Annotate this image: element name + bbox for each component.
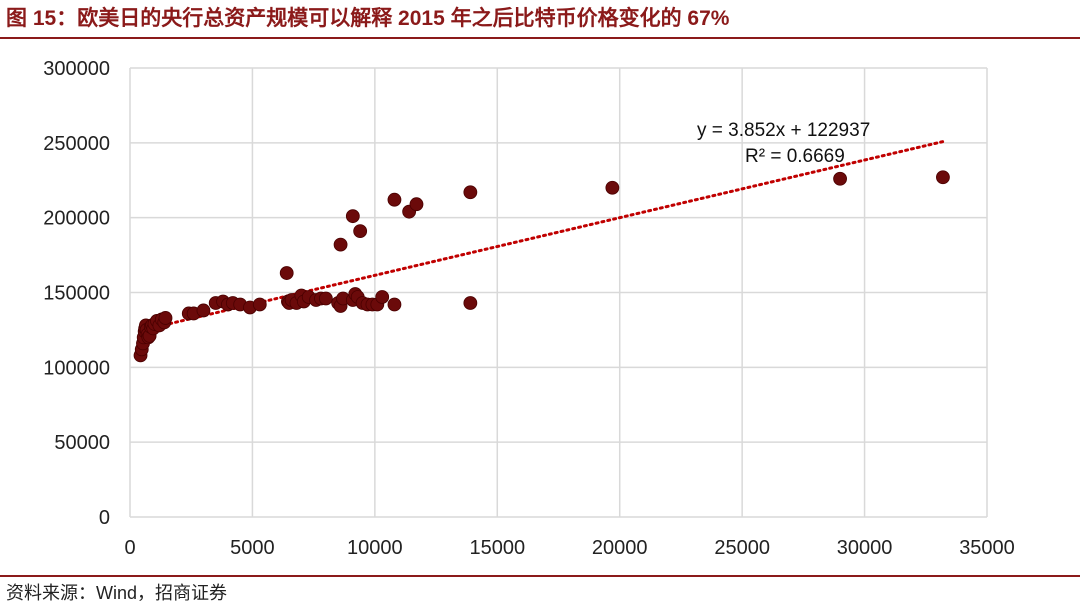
data-point bbox=[196, 303, 211, 318]
y-tick-label: 200000 bbox=[43, 208, 110, 230]
x-tick-label: 10000 bbox=[347, 537, 403, 559]
data-point bbox=[375, 290, 390, 304]
r-squared-label: R² = 0.6669 bbox=[745, 146, 845, 167]
y-tick-label: 50000 bbox=[54, 432, 110, 454]
y-tick-label: 100000 bbox=[43, 357, 110, 379]
trend-line-group bbox=[139, 140, 945, 333]
x-axis-ticks: 0 5000 10000 15000 20000 25000 30000 35000 bbox=[124, 537, 1014, 559]
data-point bbox=[345, 209, 360, 224]
data-point bbox=[318, 291, 333, 306]
data-point bbox=[279, 266, 294, 280]
data-point bbox=[605, 180, 620, 195]
x-tick-label: 30000 bbox=[837, 537, 893, 559]
y-tick-label: 250000 bbox=[43, 133, 110, 155]
data-point bbox=[387, 192, 402, 207]
trend-equation: y = 3.852x + 122937 bbox=[697, 120, 870, 141]
data-points bbox=[133, 170, 950, 363]
trend-line bbox=[139, 140, 945, 333]
data-point bbox=[333, 237, 348, 252]
data-point bbox=[353, 224, 368, 239]
y-tick-label: 150000 bbox=[43, 283, 110, 305]
scatter-chart: 0 50000 100000 150000 200000 250000 300000 0 50… bbox=[43, 58, 1015, 559]
y-axis-ticks: 0 50000 100000 150000 200000 250000 300000 bbox=[43, 58, 110, 529]
chart-grid bbox=[129, 67, 988, 518]
figure-title: 图 15：欧美日的央行总资产规模可以解释 2015 年之后比特币价格变化的 67… bbox=[6, 7, 730, 30]
y-tick-label: 0 bbox=[99, 507, 110, 529]
x-tick-label: 15000 bbox=[469, 537, 525, 559]
source-note: 资料来源：Wind，招商证券 bbox=[6, 583, 228, 603]
footer-rule bbox=[0, 575, 1080, 577]
data-point bbox=[158, 311, 173, 325]
title-rule bbox=[0, 37, 1080, 39]
data-point bbox=[833, 171, 847, 186]
y-tick-label: 300000 bbox=[43, 58, 110, 80]
data-point bbox=[387, 297, 402, 312]
data-point bbox=[463, 296, 478, 310]
x-tick-label: 0 bbox=[124, 537, 135, 559]
x-tick-label: 5000 bbox=[230, 537, 275, 559]
x-tick-label: 20000 bbox=[592, 537, 648, 559]
data-point bbox=[463, 185, 478, 200]
data-point bbox=[252, 297, 267, 312]
x-tick-label: 25000 bbox=[714, 537, 770, 559]
data-point bbox=[936, 170, 950, 185]
x-tick-label: 35000 bbox=[959, 537, 1015, 559]
data-point bbox=[409, 197, 424, 212]
